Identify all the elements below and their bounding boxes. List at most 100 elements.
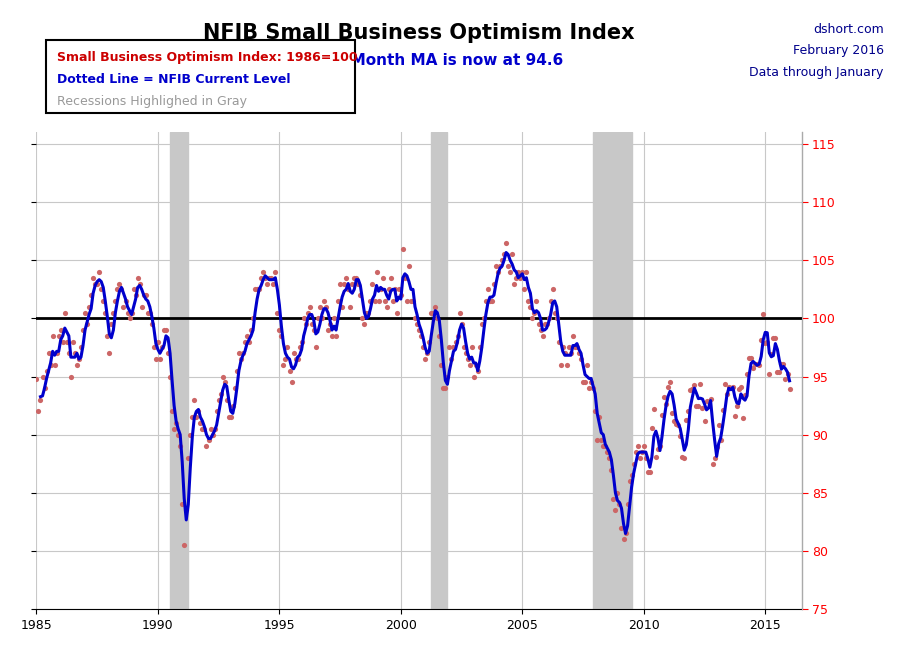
Point bbox=[663, 377, 678, 388]
Point bbox=[531, 319, 546, 330]
Point bbox=[683, 385, 698, 396]
Point bbox=[220, 395, 234, 405]
Point bbox=[331, 296, 345, 307]
Point bbox=[722, 382, 736, 393]
Point bbox=[339, 273, 353, 283]
Point bbox=[268, 267, 282, 277]
Point bbox=[624, 470, 639, 481]
Point bbox=[382, 284, 396, 295]
Point bbox=[286, 348, 301, 359]
Point bbox=[426, 307, 441, 318]
Point bbox=[700, 396, 714, 406]
Point bbox=[667, 416, 681, 426]
Point bbox=[128, 290, 143, 301]
Point bbox=[36, 371, 50, 382]
Point bbox=[554, 359, 568, 370]
Point bbox=[210, 406, 224, 416]
Point bbox=[264, 273, 279, 283]
Point bbox=[576, 377, 590, 388]
Point bbox=[118, 296, 133, 307]
Point bbox=[226, 401, 241, 411]
Point bbox=[610, 487, 625, 498]
Point bbox=[256, 267, 271, 277]
Point bbox=[669, 419, 683, 430]
Point bbox=[254, 273, 269, 283]
Point bbox=[509, 273, 524, 283]
Point bbox=[574, 354, 589, 364]
Point bbox=[236, 348, 251, 359]
Point bbox=[586, 383, 600, 393]
Point bbox=[687, 379, 701, 390]
Point bbox=[546, 284, 560, 295]
Point bbox=[250, 284, 264, 295]
Point bbox=[609, 505, 623, 516]
Point bbox=[505, 249, 519, 260]
Point bbox=[559, 359, 574, 370]
Point bbox=[539, 319, 554, 330]
Point bbox=[652, 441, 667, 451]
Point bbox=[312, 301, 327, 312]
Point bbox=[317, 296, 332, 307]
Point bbox=[39, 365, 54, 376]
Point bbox=[527, 307, 542, 318]
Point bbox=[353, 290, 368, 301]
Point bbox=[736, 413, 751, 424]
Point bbox=[718, 378, 732, 389]
Point bbox=[375, 273, 390, 283]
Point bbox=[521, 296, 536, 307]
Point bbox=[627, 458, 641, 469]
Point bbox=[410, 319, 425, 330]
Point bbox=[499, 238, 514, 248]
Point bbox=[54, 325, 68, 336]
Point bbox=[387, 284, 402, 295]
Point bbox=[56, 336, 70, 347]
Point bbox=[422, 336, 436, 347]
Point bbox=[707, 453, 722, 463]
Point bbox=[110, 284, 125, 295]
Point bbox=[238, 336, 252, 347]
Point bbox=[588, 406, 602, 416]
Point bbox=[46, 330, 60, 341]
Point bbox=[278, 354, 292, 364]
Bar bbox=[593, 132, 631, 609]
Point bbox=[513, 273, 527, 283]
Point bbox=[29, 373, 44, 384]
Point bbox=[251, 284, 266, 295]
Point bbox=[733, 382, 748, 393]
Point bbox=[309, 342, 323, 353]
Point bbox=[92, 267, 107, 277]
Point bbox=[483, 296, 497, 307]
Point bbox=[463, 359, 477, 370]
Point bbox=[231, 348, 246, 359]
Point bbox=[460, 354, 475, 364]
Point bbox=[272, 325, 287, 336]
Point bbox=[262, 273, 277, 283]
Point bbox=[594, 435, 609, 446]
Point bbox=[67, 348, 82, 359]
Point bbox=[742, 353, 756, 363]
Point bbox=[418, 354, 433, 364]
Point bbox=[333, 278, 347, 289]
Point bbox=[715, 405, 730, 416]
Point bbox=[622, 476, 637, 487]
Point bbox=[130, 273, 145, 283]
Point bbox=[291, 354, 305, 364]
Point bbox=[157, 325, 171, 336]
Point bbox=[436, 383, 451, 393]
Point bbox=[523, 301, 537, 312]
Point bbox=[292, 342, 307, 353]
Point bbox=[324, 330, 339, 341]
Point bbox=[525, 313, 539, 324]
Point bbox=[288, 354, 302, 364]
Point bbox=[155, 342, 169, 353]
Point bbox=[400, 296, 415, 307]
Point bbox=[659, 399, 673, 410]
Point bbox=[647, 404, 661, 414]
Point bbox=[260, 278, 274, 289]
Point bbox=[754, 335, 769, 346]
Point bbox=[167, 424, 181, 434]
Point bbox=[606, 493, 620, 504]
Point bbox=[703, 393, 718, 404]
Point bbox=[355, 313, 370, 324]
Point bbox=[485, 296, 499, 307]
